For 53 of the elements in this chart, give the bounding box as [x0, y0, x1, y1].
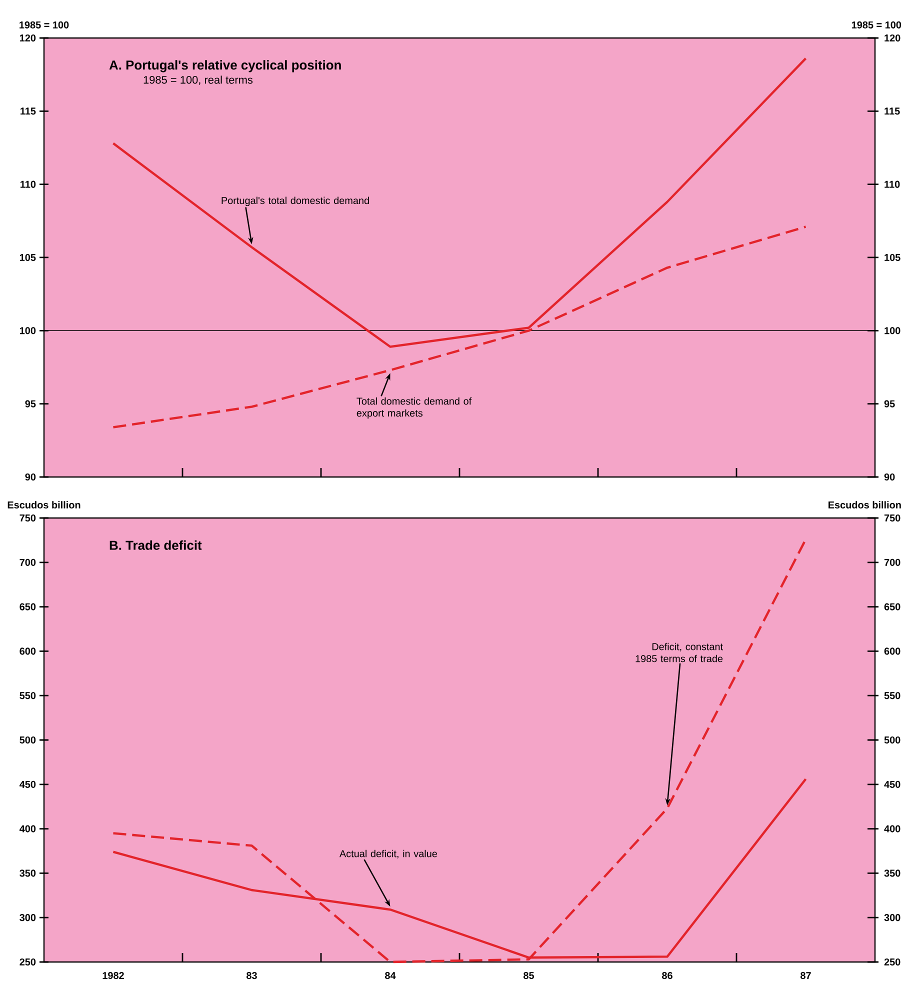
- y2-tick-label: 500: [884, 736, 900, 744]
- y2-tick-label: 105: [884, 254, 900, 262]
- text: 1985 = 100, real terms: [144, 76, 253, 86]
- y-axis-title: 1985 = 100: [20, 21, 69, 28]
- y-tick-label: 115: [20, 108, 36, 115]
- y-tick-label: 100: [20, 327, 36, 334]
- y2-tick-label: 300: [884, 914, 900, 922]
- x-tick-label: 84: [385, 972, 396, 980]
- y2-tick-label: 95: [884, 400, 895, 408]
- y2-tick-label: 90: [884, 473, 895, 481]
- y-tick-label: 450: [20, 780, 36, 788]
- y-tick-label: 700: [20, 558, 36, 566]
- y2-tick-label: 115: [884, 108, 900, 115]
- y-tick-label: 500: [20, 736, 36, 744]
- y2-tick-label: 450: [884, 780, 900, 788]
- y2-tick-label: 110: [884, 180, 900, 188]
- text: B. Trade deficit: [110, 540, 202, 550]
- y-tick-label: 600: [20, 648, 36, 655]
- y2-tick-label: 100: [884, 327, 900, 334]
- annotation: Actual deficit, in value: [339, 850, 437, 858]
- y-tick-label: 550: [20, 692, 36, 700]
- y-tick-label: 350: [20, 870, 36, 877]
- y-tick-label: 750: [20, 514, 36, 522]
- y2-tick-label: 650: [884, 603, 900, 610]
- x-tick-label: 83: [246, 972, 257, 980]
- y-tick-label: 250: [20, 958, 36, 966]
- annotation: Deficit, constant 1985 terms of trade: [636, 642, 723, 662]
- y-tick-label: 95: [25, 400, 36, 408]
- text: A. Portugal's relative cyclical position: [109, 60, 341, 72]
- x-tick-label: 87: [800, 972, 811, 980]
- annotation: Portugal's total domestic demand: [222, 196, 369, 206]
- y2-tick-label: 350: [884, 870, 900, 877]
- y2-tick-label: 120: [884, 34, 900, 42]
- y2-axis-title: 1985 = 100: [852, 21, 902, 28]
- y2-tick-label: 400: [884, 825, 900, 832]
- y2-tick-label: 250: [884, 958, 900, 966]
- y-tick-label: 90: [25, 473, 36, 481]
- x-tick-label: 1982: [102, 972, 124, 980]
- y2-axis-title: Escudos billion: [828, 501, 901, 508]
- x-tick-label: 86: [662, 972, 672, 980]
- annotation: Total domestic demand of export markets: [356, 397, 472, 419]
- x-tick-label: 85: [524, 972, 534, 980]
- y-tick-label: 400: [20, 825, 36, 832]
- y2-tick-label: 550: [884, 692, 900, 700]
- y-tick-label: 105: [20, 254, 36, 262]
- y2-tick-label: 750: [884, 514, 900, 522]
- y-tick-label: 110: [20, 180, 36, 188]
- y-axis-title: Escudos billion: [8, 501, 80, 508]
- y-tick-label: 300: [20, 914, 36, 922]
- y-tick-label: 650: [20, 603, 36, 610]
- y2-tick-label: 700: [884, 558, 900, 566]
- y-tick-label: 120: [20, 34, 36, 42]
- y2-tick-label: 600: [884, 648, 900, 655]
